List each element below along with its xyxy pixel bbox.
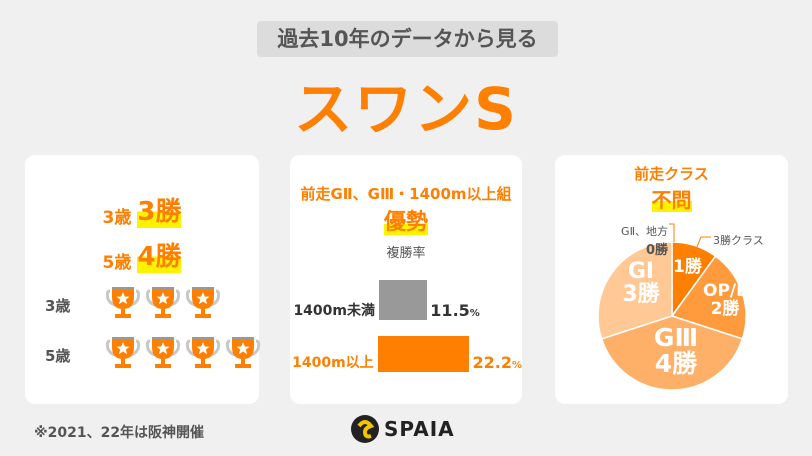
age-label: 3歳 — [102, 208, 132, 228]
slice-op: OP/L 2勝 — [695, 281, 755, 319]
bar — [377, 336, 470, 372]
pie-slice — [600, 315, 744, 391]
age-line-3: 3歳 3勝 — [25, 191, 259, 228]
slice-wins: 2勝 — [710, 298, 740, 319]
bar-label: 1400m未満 — [293, 303, 375, 319]
trophy-icon — [105, 285, 145, 325]
trophy-row-label: 3歳 — [45, 296, 71, 315]
slice-name: GⅢ — [653, 323, 699, 352]
slice-wins: 0勝 — [645, 243, 668, 258]
prev-race-card: 前走GⅡ、GⅢ・1400m以上組 優勢 複勝率 1400m未満 11.5% 1400… — [290, 155, 522, 404]
card-heading: 前走クラス — [634, 165, 709, 183]
slice-name: OP/L — [703, 281, 747, 301]
metric-label: 複勝率 — [386, 246, 426, 261]
age-label: 5歳 — [102, 253, 132, 273]
bar-value: 22.2% — [472, 353, 522, 372]
trophy-icon — [185, 335, 225, 375]
age-card: 3歳 3勝 5歳 4勝 3歳 5歳 — [25, 155, 261, 404]
spaia-logo: SPAIA — [350, 414, 455, 444]
pie-chart — [597, 223, 747, 391]
slice-g1: GⅠ 3勝 — [610, 260, 672, 306]
slice-wins-3win: 1勝 — [673, 257, 702, 277]
subtitle-banner: 過去10年のデータから見る — [257, 21, 558, 57]
age-wins: 3勝 — [137, 191, 182, 228]
age-line-5: 5歳 4勝 — [25, 236, 259, 273]
verdict: 優勢 — [383, 210, 428, 235]
logo-text: SPAIA — [384, 417, 455, 441]
bar — [379, 280, 428, 320]
slice-label-3win: 3勝クラス — [713, 234, 764, 247]
leader-line — [694, 236, 711, 253]
page-title: スワンS — [294, 75, 518, 143]
logo-mark-icon — [351, 415, 379, 443]
class-card: 前走クラス 不問 GⅡ、地方 0勝 3勝クラス 1勝 OP/L 2勝 GⅢ 4勝… — [555, 155, 788, 404]
bar-value: 11.5% — [430, 301, 480, 320]
trophy-icon — [225, 335, 265, 375]
slice-g3: GⅢ 4勝 — [641, 323, 711, 379]
age-wins: 4勝 — [137, 236, 182, 273]
trophy-row: 3歳 — [45, 285, 265, 325]
card-heading: 前走GⅡ、GⅢ・1400m以上組 — [300, 185, 512, 203]
trophy-icon — [185, 285, 225, 325]
bar-label: 1400m以上 — [292, 355, 374, 371]
trophy-icon — [105, 335, 145, 375]
trophy-icon — [145, 285, 185, 325]
trophy-icon — [145, 335, 185, 375]
pie-slice — [597, 241, 673, 340]
slice-name: GⅠ — [627, 259, 655, 284]
trophy-row-label: 5歳 — [45, 346, 71, 365]
slice-wins: 3勝 — [622, 282, 660, 308]
bar-row: 1400m未満 11.5% — [290, 280, 522, 320]
leader-line — [669, 223, 675, 242]
bar-row: 1400m以上 22.2% — [290, 332, 522, 372]
slice-name: GⅡ、地方 — [621, 225, 668, 238]
trophy-row: 5歳 — [45, 335, 265, 375]
slice-label-g2: GⅡ、地方 0勝 — [588, 223, 668, 258]
footnote: ※2021、22年は阪神開催 — [34, 425, 205, 441]
pie-slice — [670, 255, 747, 340]
verdict: 不問 — [651, 188, 692, 212]
slice-wins: 4勝 — [654, 349, 698, 379]
